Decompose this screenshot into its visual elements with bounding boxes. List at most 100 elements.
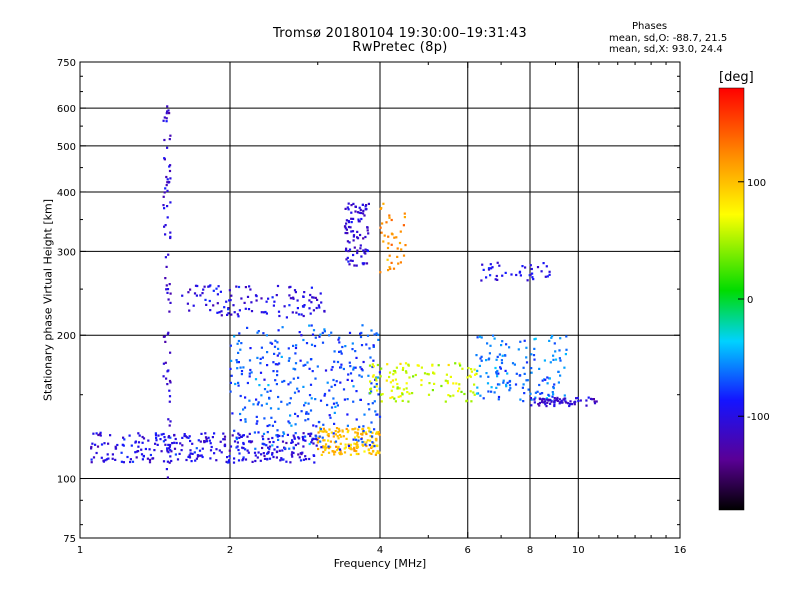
- data-point: [504, 369, 507, 372]
- data-point: [338, 350, 341, 353]
- data-point: [546, 401, 549, 404]
- data-point: [416, 364, 419, 367]
- data-point: [167, 418, 170, 421]
- data-point: [254, 447, 257, 450]
- data-point: [107, 457, 110, 460]
- data-point: [302, 364, 305, 367]
- data-point: [375, 432, 378, 435]
- data-point: [294, 423, 297, 426]
- data-point: [263, 443, 266, 446]
- phases-heading: Phases: [632, 21, 668, 32]
- data-point: [265, 312, 268, 315]
- data-point: [365, 441, 368, 444]
- data-point: [356, 441, 359, 444]
- data-point: [328, 389, 331, 392]
- data-point: [392, 267, 396, 270]
- data-point: [531, 276, 534, 279]
- data-point: [168, 379, 172, 383]
- data-point: [546, 382, 549, 385]
- data-point: [114, 458, 117, 461]
- data-point: [335, 380, 338, 383]
- data-point: [235, 446, 238, 449]
- data-point: [272, 455, 275, 459]
- data-point: [328, 428, 331, 431]
- data-point: [164, 277, 167, 280]
- data-point: [248, 399, 251, 402]
- data-point: [350, 204, 353, 207]
- data-point: [362, 360, 365, 364]
- data-point: [321, 331, 324, 334]
- data-point: [423, 372, 427, 375]
- data-point: [470, 368, 473, 371]
- data-point: [408, 392, 411, 395]
- data-point: [592, 398, 595, 401]
- data-point: [286, 433, 289, 436]
- data-point: [345, 219, 348, 222]
- data-point: [193, 292, 197, 295]
- data-point: [174, 453, 177, 456]
- data-point: [275, 383, 278, 386]
- data-point: [506, 381, 509, 384]
- data-point: [276, 374, 279, 377]
- data-point: [352, 235, 355, 238]
- data-point: [98, 433, 101, 436]
- y-tick-label: 75: [63, 534, 76, 545]
- data-point: [321, 341, 325, 344]
- data-point: [297, 376, 300, 379]
- data-point: [323, 392, 327, 396]
- data-point: [236, 445, 239, 448]
- data-point: [479, 375, 482, 378]
- data-point: [261, 442, 264, 445]
- data-point: [352, 234, 356, 237]
- data-point: [340, 366, 343, 369]
- data-point: [333, 451, 336, 454]
- data-point: [538, 404, 541, 407]
- data-point: [292, 344, 295, 347]
- data-point: [336, 435, 339, 438]
- data-point: [126, 455, 129, 459]
- data-point: [380, 207, 383, 210]
- data-point: [359, 335, 363, 339]
- data-point: [323, 394, 326, 397]
- data-point: [140, 453, 144, 456]
- data-point: [169, 381, 172, 384]
- data-point: [389, 267, 392, 270]
- data-point: [403, 212, 406, 215]
- data-point: [155, 436, 158, 439]
- data-point: [174, 437, 177, 441]
- data-point: [518, 270, 522, 273]
- data-point: [254, 294, 258, 297]
- data-point: [122, 461, 125, 464]
- data-point: [476, 369, 479, 372]
- data-point: [585, 399, 588, 402]
- data-point: [382, 240, 385, 243]
- data-point: [367, 232, 370, 235]
- data-point: [267, 384, 270, 387]
- data-point: [255, 299, 258, 302]
- data-point: [475, 372, 478, 375]
- data-point: [218, 449, 221, 452]
- data-point: [307, 418, 310, 421]
- data-point: [363, 262, 366, 265]
- data-point: [490, 386, 493, 389]
- data-point: [208, 439, 211, 442]
- data-point: [111, 457, 114, 460]
- data-point: [304, 401, 307, 404]
- data-point: [447, 363, 450, 367]
- data-point: [271, 453, 274, 456]
- data-point: [406, 391, 409, 394]
- data-point: [109, 434, 112, 437]
- data-point: [289, 397, 292, 400]
- data-point: [137, 441, 141, 444]
- data-point: [595, 400, 598, 403]
- data-point: [371, 431, 374, 434]
- data-point: [267, 297, 270, 300]
- data-point: [241, 446, 244, 449]
- data-point: [344, 231, 347, 235]
- data-point: [394, 400, 397, 403]
- data-point: [407, 400, 410, 403]
- data-point: [163, 436, 166, 439]
- data-point: [508, 389, 511, 392]
- data-point: [480, 279, 483, 282]
- data-point: [488, 357, 491, 360]
